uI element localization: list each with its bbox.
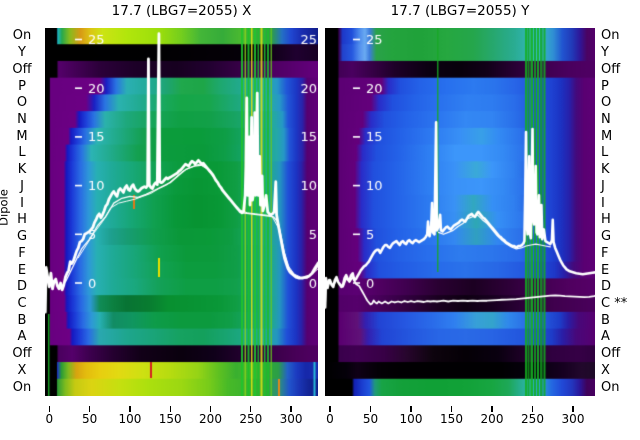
row-label-right-off-2: Off (601, 61, 621, 77)
x-tick-panel0-300 (290, 406, 292, 412)
row-label-right-g-12: G (601, 229, 612, 245)
x-tick-panel1-100 (410, 406, 412, 412)
row-label-left-m-6: M (16, 128, 28, 144)
x-tick-label-panel1-300: 300 (561, 412, 585, 426)
x-tick-label-panel1-200: 200 (480, 412, 504, 426)
row-label-left-p-3: P (18, 78, 26, 94)
row-label-right-j-9: J (601, 178, 605, 194)
row-label-left-j-9: J (20, 178, 24, 194)
row-label-right-h-11: H (601, 212, 611, 228)
x-tick-panel1-50 (369, 406, 372, 412)
x-tick-label-panel1-0: 0 (326, 412, 334, 426)
x-tick-panel0-0 (48, 406, 50, 412)
row-label-right-f-13: F (601, 245, 609, 261)
row-label-left-a-18: A (17, 329, 27, 345)
row-label-right-x-20: X (601, 362, 610, 378)
row-label-left-o-4: O (16, 95, 28, 111)
row-label-left-y-1: Y (18, 45, 26, 61)
row-label-right-on-21: On (601, 379, 620, 395)
x-tick-label-panel0-300: 300 (279, 412, 303, 426)
row-label-left-on-21: On (12, 379, 32, 395)
row-label-left-b-17: B (17, 312, 27, 328)
x-tick-label-panel1-50: 50 (362, 412, 379, 426)
x-tick-panel0-100 (129, 406, 131, 412)
row-label-right-l-7: L (601, 145, 609, 161)
x-tick-label-panel0-0: 0 (45, 412, 54, 426)
x-tick-panel0-50 (88, 406, 91, 412)
x-tick-panel0-250 (250, 406, 252, 412)
x-tick-label-panel1-100: 100 (399, 412, 423, 426)
x-tick-panel1-150 (450, 406, 453, 412)
x-tick-panel1-300 (572, 406, 574, 412)
row-label-left-c-16: C (17, 296, 27, 312)
row-label-right-p-3: P (601, 78, 609, 94)
x-tick-panel1-200 (491, 406, 493, 412)
row-label-right-k-8: K (601, 162, 610, 178)
row-label-right-d-15: D (601, 279, 612, 295)
x-tick-label-panel0-200: 200 (199, 412, 222, 426)
row-label-right-a-18: A (601, 329, 610, 345)
row-label-right-on-0: On (601, 28, 620, 44)
heatmap-panel-x (45, 28, 318, 396)
row-label-right-o-4: O (601, 95, 612, 111)
row-label-left-k-8: K (17, 162, 27, 178)
row-label-left-d-15: D (16, 279, 27, 295)
row-label-left-l-7: L (18, 145, 26, 161)
x-tick-label-panel0-250: 250 (239, 412, 263, 426)
row-label-right-b-17: B (601, 312, 610, 328)
row-label-left-g-12: G (16, 229, 28, 245)
x-tick-label-panel0-150: 150 (158, 412, 182, 426)
row-label-right-c-16: C ** (601, 296, 628, 312)
row-label-left-h-11: H (17, 212, 27, 228)
row-label-right-y-1: Y (601, 45, 609, 61)
row-label-right-i-10: I (601, 195, 605, 211)
row-label-left-off-2: Off (12, 61, 32, 77)
x-tick-panel0-150 (169, 406, 171, 412)
x-tick-panel1-250 (531, 406, 534, 412)
row-label-right-m-6: M (601, 128, 613, 144)
x-tick-panel1-0 (329, 406, 331, 412)
x-tick-label-panel1-150: 150 (440, 412, 463, 426)
x-tick-panel0-200 (209, 406, 212, 412)
x-tick-label-panel0-50: 50 (81, 412, 98, 426)
row-label-right-e-14: E (601, 262, 610, 278)
row-label-left-on-0: On (12, 28, 32, 44)
row-label-left-f-13: F (18, 245, 26, 261)
row-label-left-i-10: I (20, 195, 24, 211)
x-tick-label-panel0-100: 100 (118, 412, 142, 426)
panel-y-title: 17.7 (LBG7=2055) Y (390, 3, 530, 19)
row-label-right-n-5: N (601, 112, 611, 128)
row-label-left-off-19: Off (12, 346, 32, 362)
row-label-left-x-20: X (17, 362, 27, 378)
row-label-right-off-19: Off (601, 346, 621, 362)
row-label-left-n-5: N (17, 112, 27, 128)
x-tick-label-panel1-250: 250 (521, 412, 544, 426)
panel-x-title: 17.7 (LBG7=2055) X (111, 3, 252, 19)
heatmap-panel-y (325, 28, 595, 396)
row-label-left-e-14: E (17, 262, 27, 278)
